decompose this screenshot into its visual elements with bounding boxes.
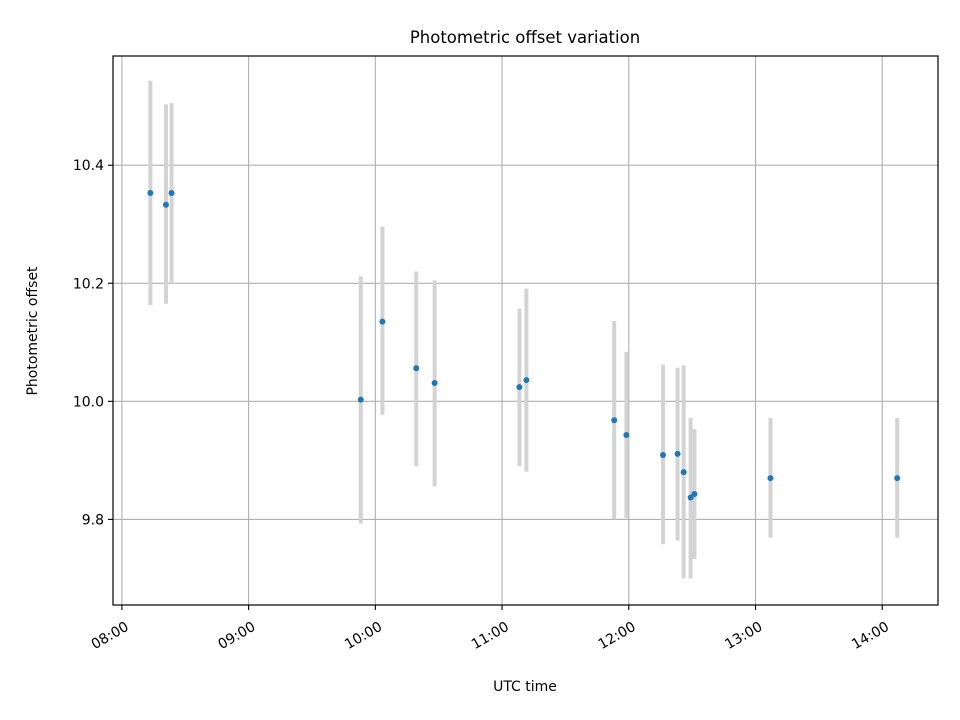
- data-point: [691, 491, 698, 498]
- data-point: [660, 452, 666, 459]
- y-tick-label: 9.8: [82, 512, 104, 528]
- data-point: [413, 365, 420, 372]
- data-point: [611, 417, 618, 424]
- data-point: [767, 475, 774, 482]
- grid: [113, 56, 938, 605]
- data-point: [894, 475, 901, 482]
- x-axis-label: UTC time: [493, 679, 557, 695]
- data-point: [680, 469, 687, 476]
- y-tick-label: 10.0: [73, 394, 104, 410]
- data-point: [357, 396, 364, 403]
- chart-title: Photometric offset variation: [410, 28, 640, 47]
- data-point: [168, 189, 175, 196]
- data-point: [674, 450, 681, 457]
- data-point: [523, 377, 530, 384]
- data-point: [162, 201, 169, 208]
- plot-frame: [112, 55, 939, 606]
- y-axis-ticks: 9.8 10.0 10.2 10.4: [73, 158, 113, 528]
- data-point: [147, 189, 154, 196]
- data-point: [379, 318, 386, 325]
- y-tick-label: 10.2: [73, 276, 104, 292]
- y-tick-label: 10.4: [73, 158, 104, 174]
- data-point: [431, 380, 438, 387]
- data-point: [687, 494, 694, 501]
- y-axis-label: Photometric offset: [25, 266, 41, 396]
- data-point: [516, 384, 523, 391]
- data-point: [623, 431, 630, 438]
- data-points: [147, 189, 901, 501]
